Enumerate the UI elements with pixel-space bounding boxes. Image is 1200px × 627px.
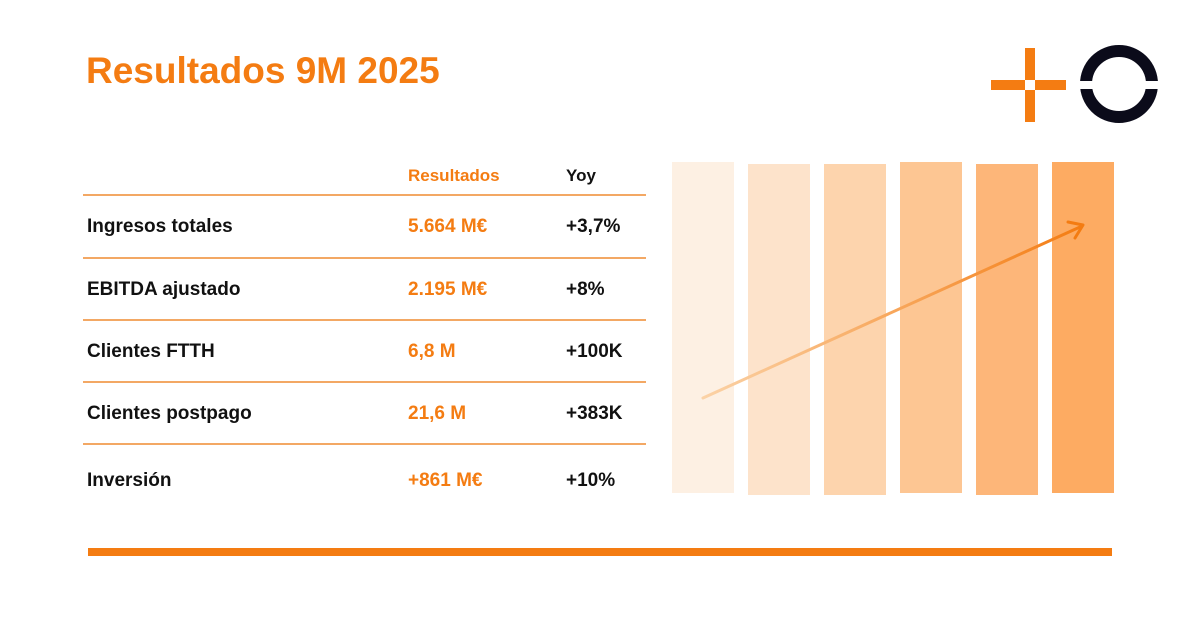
plus-and-ring-logo-icon (991, 45, 1165, 123)
decorative-bar (900, 162, 962, 493)
row-yoy: +8% (566, 279, 605, 300)
row-value: 21,6 M (408, 403, 467, 424)
row-yoy: +100K (566, 341, 623, 362)
table-row: EBITDA ajustado 2.195 M€ +8% (83, 257, 646, 321)
row-label: Clientes FTTH (87, 341, 215, 362)
decorative-bar (976, 164, 1038, 495)
row-yoy: +383K (566, 403, 623, 424)
bottom-accent-bar (88, 548, 1112, 556)
row-value: 2.195 M€ (408, 279, 488, 300)
decorative-bar (748, 164, 810, 495)
row-label: Clientes postpago (87, 403, 252, 424)
row-value: 6,8 M (408, 341, 456, 362)
row-yoy: +10% (566, 470, 616, 491)
decorative-bar (672, 162, 734, 493)
row-label: EBITDA ajustado (87, 279, 241, 300)
header-resultados: Resultados (408, 166, 500, 185)
logo (985, 44, 1165, 128)
row-value: +861 M€ (408, 470, 483, 491)
table-row: Ingresos totales 5.664 M€ +3,7% (83, 194, 646, 258)
table-row: Clientes FTTH 6,8 M +100K (83, 319, 646, 383)
row-value: 5.664 M€ (408, 216, 488, 237)
table-row: Clientes postpago 21,6 M +383K (83, 381, 646, 445)
page-title: Resultados 9M 2025 (86, 50, 440, 91)
row-label: Inversión (87, 470, 172, 491)
row-yoy: +3,7% (566, 216, 621, 237)
row-label: Ingresos totales (87, 216, 233, 237)
table-row: Inversión +861 M€ +10% (83, 443, 646, 517)
header-yoy: Yoy (566, 166, 596, 185)
decorative-bar (1052, 162, 1114, 493)
